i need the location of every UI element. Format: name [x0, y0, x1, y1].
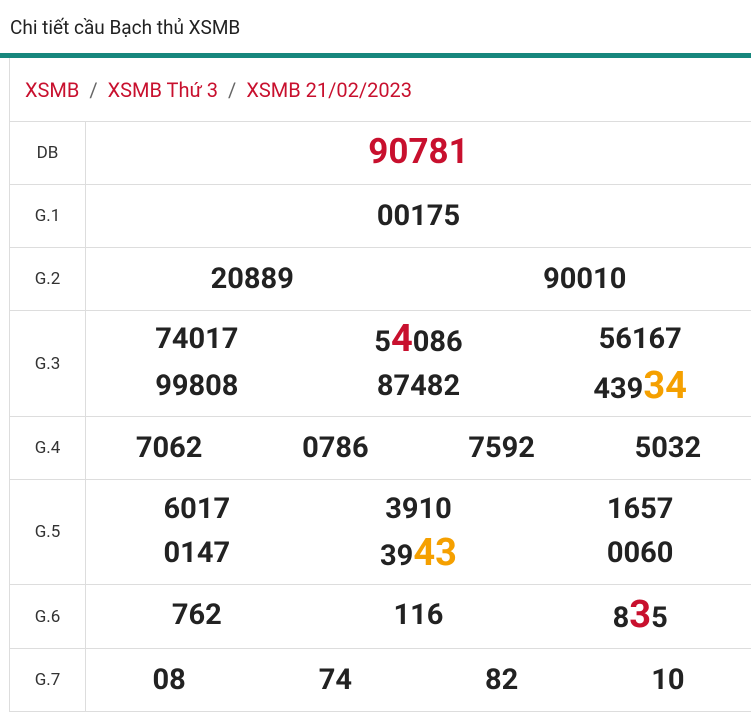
prize-number: 08 [152, 663, 186, 697]
number-part: 3 [629, 593, 652, 637]
prize-label: G.3 [10, 311, 86, 416]
number-part: 43 [413, 530, 457, 575]
number-part: 5 [651, 601, 668, 635]
number-part: 8 [612, 601, 630, 635]
prize-label: DB [10, 122, 86, 184]
prize-number: 1657 [606, 491, 674, 526]
prize-label: G.5 [10, 480, 86, 584]
prize-number: 43934 [529, 365, 751, 410]
number-part: 90781 [368, 131, 469, 172]
prize-row: G.3 74017 54086 56167 99808 87482 43934 [10, 311, 751, 417]
breadcrumb-link[interactable]: XSMB 21/02/2023 [246, 78, 413, 102]
prize-row: G.4 7062 0786 7592 5032 [10, 417, 751, 480]
prize-numbers: 20889 90010 [86, 248, 751, 310]
prize-number: 20889 [210, 262, 294, 296]
content: XSMB / XSMB Thứ 3 / XSMB 21/02/2023 DB 90781 G… [9, 58, 751, 712]
prize-numbers: 90781 [86, 122, 751, 184]
number-part: 39 [380, 538, 414, 573]
prize-label: G.7 [10, 649, 86, 711]
prize-number: 0786 [302, 431, 369, 465]
prize-number: 87482 [376, 368, 461, 403]
prize-row: DB 90781 [10, 122, 751, 185]
prize-numbers: 00175 [86, 185, 751, 247]
separator: / [228, 78, 237, 102]
prize-label: G.2 [10, 248, 86, 310]
prize-number: 5032 [634, 431, 702, 465]
prize-number: 3910 [385, 491, 452, 526]
prize-number: 90010 [543, 262, 627, 296]
prize-row: G.1 00175 [10, 185, 751, 248]
prize-row: G.2 20889 90010 [10, 248, 751, 311]
prize-number: 762 [171, 598, 222, 632]
prize-numbers: 7062 0786 7592 5032 [86, 417, 751, 479]
prize-row: G.5 6017 3910 1657 0147 3943 0060 [10, 480, 751, 585]
prize-number: 90781 [86, 131, 751, 175]
breadcrumb-link[interactable]: XSMB [25, 78, 80, 102]
prize-number: 82 [484, 663, 519, 697]
prize-number: 3943 [308, 532, 530, 577]
breadcrumb-link[interactable]: XSMB Thứ 3 [107, 78, 219, 102]
prize-number: 74017 [155, 321, 239, 356]
prize-label: G.1 [10, 185, 86, 247]
prize-numbers: 74017 54086 56167 99808 87482 43934 [86, 311, 751, 416]
results-table: DB 90781 G.1 00175 G.2 20889 90010 G.3 74017 5408… [10, 122, 751, 712]
number-part: 086 [412, 324, 463, 359]
prize-number: 835 [529, 594, 751, 639]
prize-number: 74 [318, 663, 353, 697]
prize-number: 54086 [308, 318, 530, 363]
prize-number: 6017 [163, 491, 231, 526]
prize-number: 10 [651, 663, 685, 697]
prize-numbers: 08 74 82 10 [86, 649, 751, 711]
prize-number: 56167 [598, 321, 682, 356]
prize-row: G.6 762 116 835 [10, 585, 751, 649]
prize-number: 0147 [163, 535, 231, 570]
prize-label: G.6 [10, 585, 86, 648]
prize-row: G.7 08 74 82 10 [10, 649, 751, 712]
number-part: 34 [643, 363, 687, 408]
prize-number: 0060 [606, 535, 674, 570]
prize-number: 116 [393, 598, 444, 632]
prize-numbers: 762 116 835 [86, 585, 751, 648]
prize-number: 00175 [376, 199, 461, 233]
prize-number: 7592 [468, 431, 535, 465]
prize-numbers: 6017 3910 1657 0147 3943 0060 [86, 480, 751, 584]
breadcrumb: XSMB / XSMB Thứ 3 / XSMB 21/02/2023 [10, 58, 751, 122]
prize-label: G.4 [10, 417, 86, 479]
number-part: 4 [390, 316, 413, 361]
number-part: 439 [593, 371, 644, 406]
separator: / [89, 78, 98, 102]
number-part: 5 [374, 324, 391, 359]
page-title: Chi tiết cầu Bạch thủ XSMB [0, 0, 751, 58]
prize-number: 7062 [135, 431, 203, 465]
prize-number: 99808 [155, 368, 239, 403]
